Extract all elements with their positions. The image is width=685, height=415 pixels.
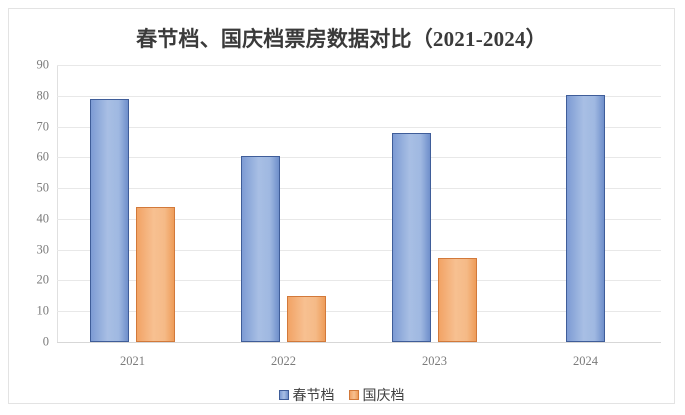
gridline <box>57 126 661 128</box>
y-axis-line <box>57 65 58 342</box>
y-axis-tick-label: 30 <box>36 242 50 257</box>
bar[interactable] <box>241 156 280 342</box>
gridline <box>57 188 661 190</box>
legend-swatch-icon <box>278 390 289 400</box>
bar[interactable] <box>392 133 431 342</box>
bar[interactable] <box>438 257 477 342</box>
bar[interactable] <box>287 295 326 342</box>
bar[interactable] <box>90 99 129 342</box>
legend-label: 国庆档 <box>362 389 405 404</box>
x-axis-tick-label: 2023 <box>422 354 447 368</box>
legend-label: 春节档 <box>292 389 335 404</box>
bar-group <box>510 65 661 342</box>
y-axis-tick-label: 0 <box>42 334 49 349</box>
y-axis-tick-label: 80 <box>36 88 50 103</box>
x-axis-tick-label: 2021 <box>120 354 145 368</box>
chart-frame: 春节档、国庆档票房数据对比（2021-2024） 0 10 20 30 40 50 60 70… <box>8 8 675 404</box>
legend-entry[interactable]: 春节档 <box>278 385 335 405</box>
x-axis-tick-label: 2024 <box>573 354 598 368</box>
y-axis-tick-label: 90 <box>36 57 50 72</box>
bar-group <box>359 65 510 342</box>
y-axis-tick-label: 10 <box>36 303 50 318</box>
bar-group <box>57 65 208 342</box>
bar-group <box>208 65 359 342</box>
plot-area: 0 10 20 30 40 50 60 70 80 90 2021 2022 2023 2024 <box>37 58 661 368</box>
y-axis-tick-label: 40 <box>36 211 50 226</box>
y-axis-tick-label: 20 <box>36 272 50 287</box>
axis-baseline <box>57 342 661 343</box>
gridline <box>57 311 661 313</box>
gridline <box>57 280 661 282</box>
bar[interactable] <box>566 94 605 342</box>
x-axis-tick-label: 2022 <box>271 354 296 368</box>
legend-swatch-icon <box>348 390 359 400</box>
gridline <box>57 249 661 251</box>
chart-legend: 春节档 国庆档 <box>9 385 674 405</box>
gridline <box>57 218 661 220</box>
bar[interactable] <box>136 206 175 342</box>
legend-entry[interactable]: 国庆档 <box>348 385 405 405</box>
y-axis-tick-label: 70 <box>36 119 50 134</box>
chart-title: 春节档、国庆档票房数据对比（2021-2024） <box>136 27 547 51</box>
y-axis-tick-label: 60 <box>36 149 50 164</box>
gridline <box>57 65 661 66</box>
gridline <box>57 157 661 159</box>
gridline <box>57 95 661 97</box>
y-axis-tick-label: 50 <box>36 180 50 195</box>
